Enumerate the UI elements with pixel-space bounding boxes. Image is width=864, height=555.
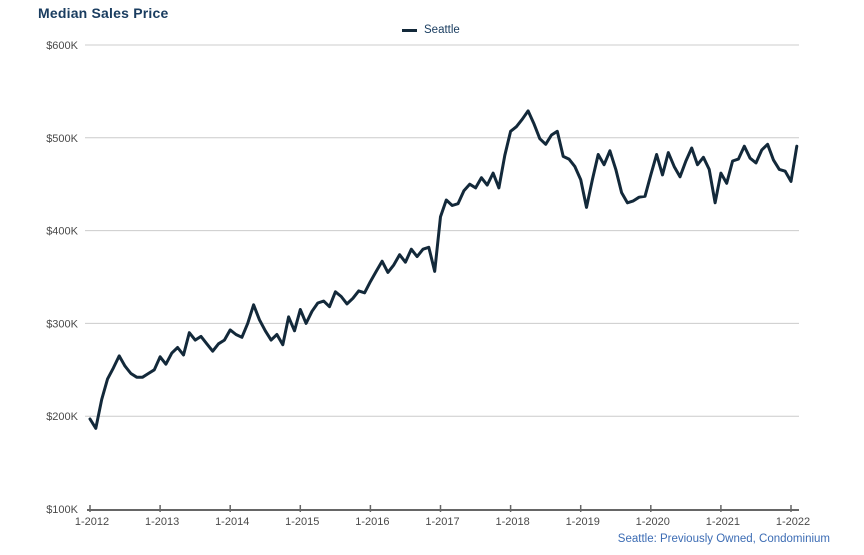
x-tick-label: 1-2021	[706, 516, 740, 528]
legend-label: Seattle	[424, 24, 460, 36]
y-tick-label: $200K	[46, 411, 78, 423]
x-tick-label: 1-2022	[776, 516, 810, 528]
chart-title: Median Sales Price	[38, 5, 169, 21]
y-tick-label: $600K	[46, 40, 78, 52]
x-tick-label: 1-2017	[425, 516, 459, 528]
seattle-series-line	[88, 109, 799, 430]
x-tick-label: 1-2016	[355, 516, 389, 528]
x-tick-label: 1-2012	[75, 516, 109, 528]
legend-item-seattle[interactable]: Seattle	[402, 24, 460, 36]
x-tick-label: 1-2013	[145, 516, 179, 528]
x-tick-label: 1-2018	[495, 516, 529, 528]
legend-line-swatch	[402, 28, 417, 32]
x-tick-label: 1-2020	[636, 516, 670, 528]
y-tick-label: $100K	[46, 504, 78, 516]
y-tick-label: $300K	[46, 318, 78, 330]
x-tick-label: 1-2015	[285, 516, 319, 528]
source-note: Seattle: Previously Owned, Condominium	[617, 533, 830, 545]
y-tick-label: $500K	[46, 133, 78, 145]
y-tick-label: $400K	[46, 226, 78, 238]
x-tick-label: 1-2014	[215, 516, 249, 528]
x-tick-label: 1-2019	[566, 516, 600, 528]
